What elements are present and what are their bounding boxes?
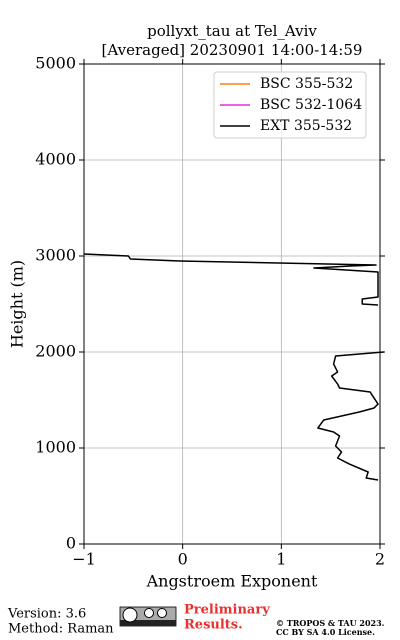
version: Version: 3.6 xyxy=(7,607,86,622)
method: Method: Raman xyxy=(8,622,114,637)
x-tick-label: 1 xyxy=(276,550,286,569)
copyright: © TROPOS & TAU 2023. xyxy=(276,618,385,628)
status: Results. xyxy=(184,618,243,633)
status: Preliminary xyxy=(184,603,270,618)
legend-box xyxy=(213,71,367,139)
plot-frame xyxy=(83,63,381,545)
cc-logo xyxy=(119,606,177,627)
y-tick-label: 1000 xyxy=(35,438,76,457)
x-tick-label: 2 xyxy=(375,550,385,569)
data-line xyxy=(84,253,384,481)
y-tick-label: 4000 xyxy=(35,150,76,169)
chart-title: pollyxt_tau at Tel_Aviv xyxy=(147,22,317,40)
y-tick-label: 3000 xyxy=(35,246,76,265)
x-axis-label: Angstroem Exponent xyxy=(146,572,318,591)
x-tick-label: −1 xyxy=(72,550,96,569)
chart-subtitle: [Averaged] 20230901 14:00-14:59 xyxy=(102,41,363,59)
y-tick-label: 0 xyxy=(66,534,76,553)
y-tick-label: 5000 xyxy=(35,54,76,73)
legend-label: EXT 355-532 xyxy=(260,118,352,134)
x-tick-label: 0 xyxy=(178,550,188,569)
legend-label: BSC 532-1064 xyxy=(260,97,362,113)
y-axis-label: Height (m) xyxy=(8,260,27,348)
legend-label: BSC 355-532 xyxy=(260,76,353,92)
y-tick-label: 2000 xyxy=(35,342,76,361)
copyright: CC BY SA 4.0 License. xyxy=(276,627,375,637)
